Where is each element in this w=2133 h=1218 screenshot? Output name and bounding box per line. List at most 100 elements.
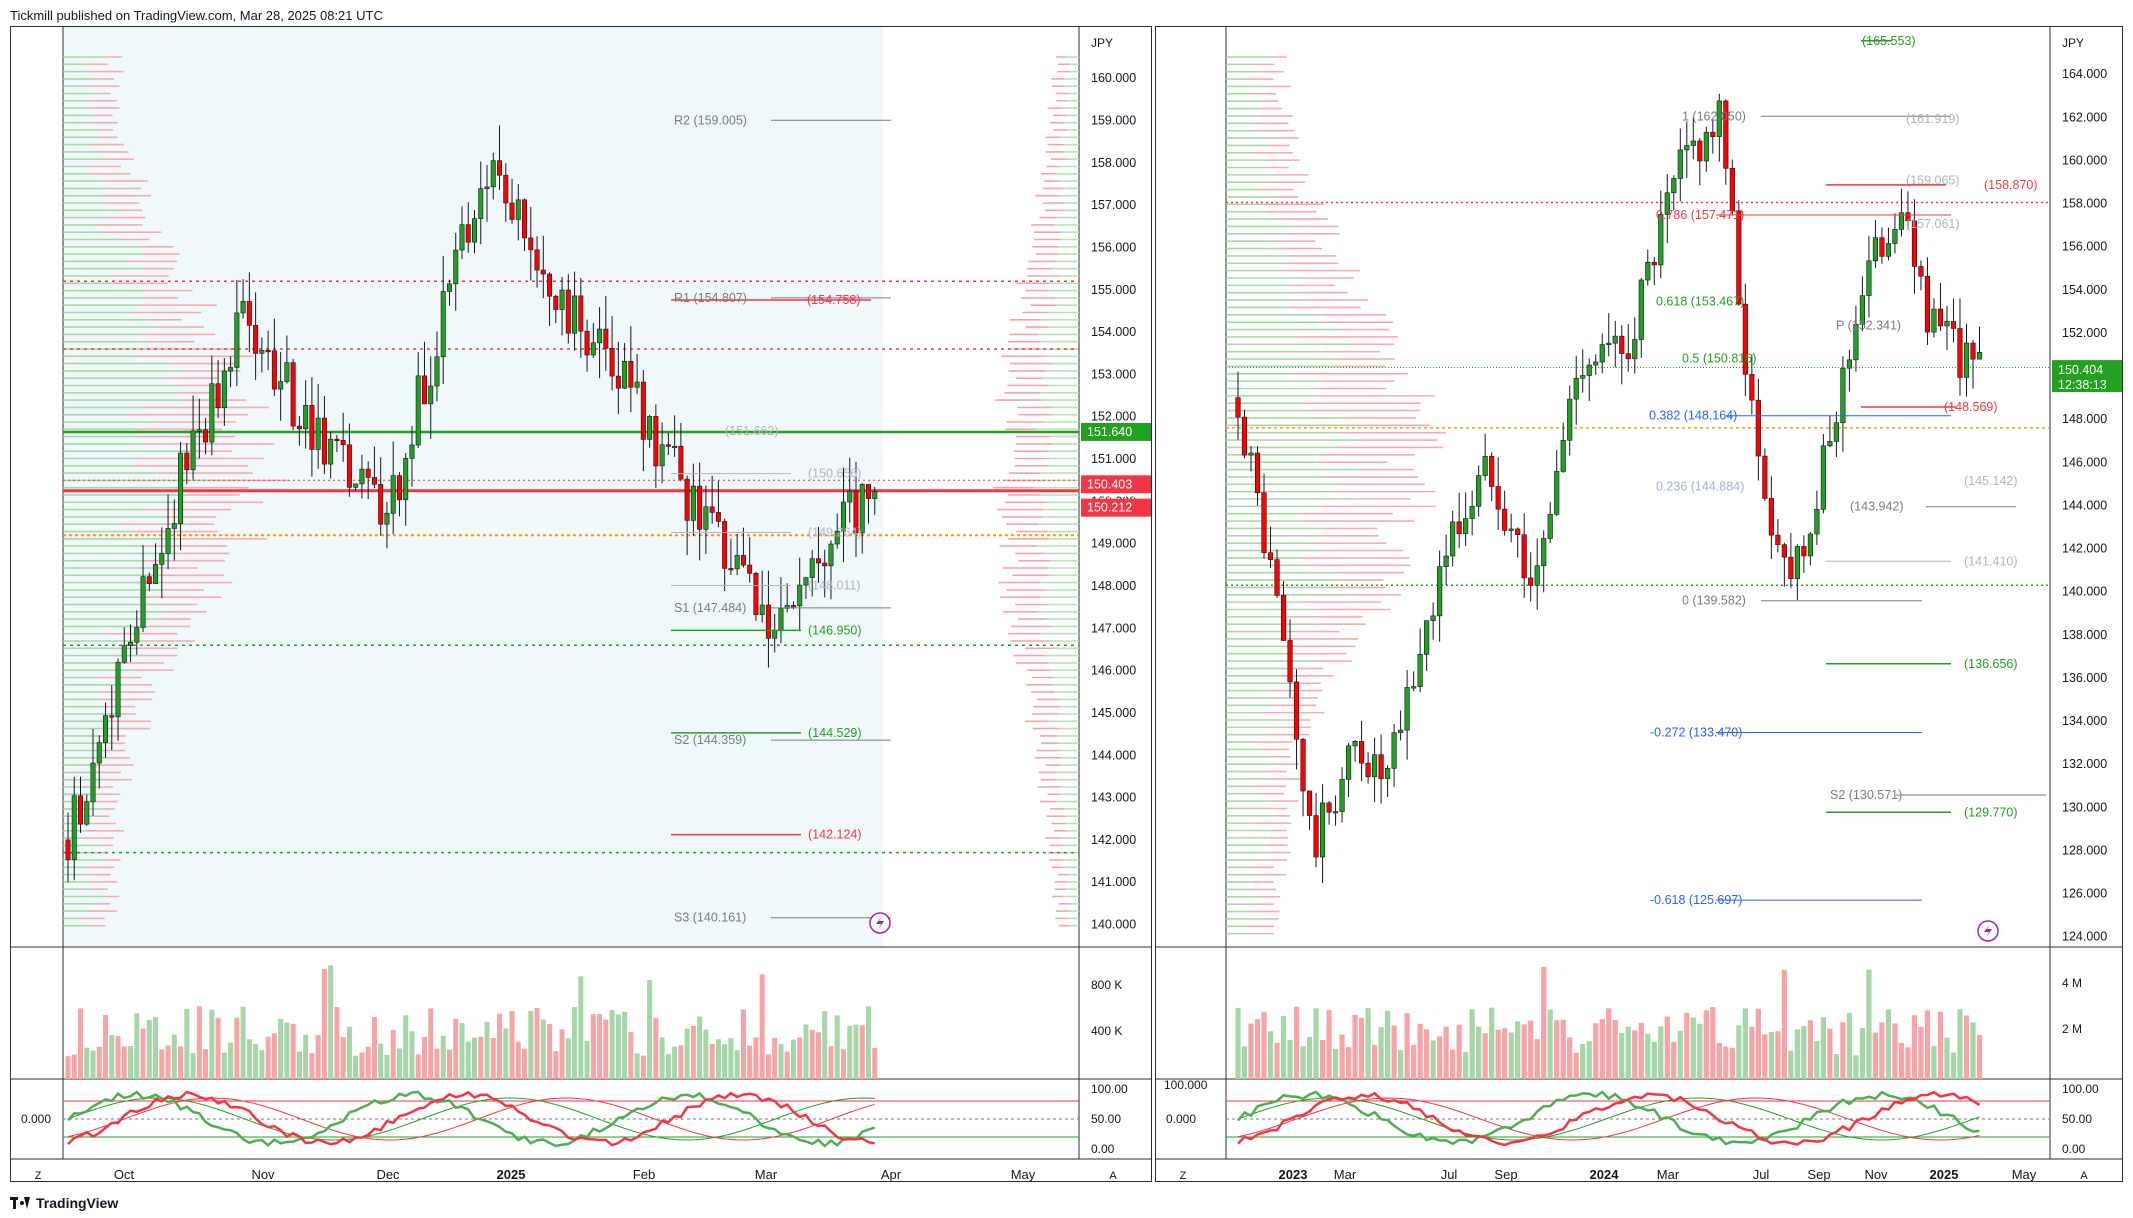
candle-down[interactable] — [184, 452, 190, 471]
left-chart-panel[interactable]: JPY 160.000 159.000 158.000 157.000 156.000 15… — [10, 26, 1152, 1182]
candle-down[interactable] — [866, 484, 871, 499]
candle-down[interactable] — [146, 576, 152, 584]
candle-up[interactable] — [1853, 323, 1859, 361]
candle-up[interactable] — [759, 604, 765, 615]
candle-up[interactable] — [1859, 295, 1865, 325]
candle-down[interactable] — [396, 475, 402, 501]
candle-up[interactable] — [828, 543, 834, 567]
candle-down[interactable] — [747, 564, 753, 574]
candle-down[interactable] — [1697, 140, 1703, 162]
candle-up[interactable] — [1424, 620, 1430, 655]
candle-down[interactable] — [340, 439, 346, 446]
candle-up[interactable] — [803, 577, 809, 586]
candle-up[interactable] — [90, 762, 96, 803]
candle-up[interactable] — [797, 584, 803, 607]
candle-up[interactable] — [472, 218, 477, 243]
candle-up[interactable] — [1606, 342, 1612, 345]
candle-down[interactable] — [271, 350, 277, 390]
candle-down[interactable] — [109, 715, 115, 718]
candle-up[interactable] — [315, 417, 321, 450]
candle-up[interactable] — [128, 641, 134, 646]
candle-up[interactable] — [259, 350, 265, 354]
candle-down[interactable] — [697, 485, 703, 530]
candle-down[interactable] — [603, 328, 609, 349]
candle-down[interactable] — [740, 555, 746, 566]
candle-up[interactable] — [1846, 359, 1852, 369]
candle-up[interactable] — [453, 249, 459, 285]
candle-down[interactable] — [640, 381, 646, 440]
candle-up[interactable] — [515, 199, 521, 220]
candle-up[interactable] — [178, 452, 184, 524]
candle-up[interactable] — [196, 429, 202, 432]
candle-up[interactable] — [1345, 745, 1352, 780]
candle-up[interactable] — [1866, 260, 1872, 296]
candle-down[interactable] — [1723, 100, 1729, 169]
candle-down[interactable] — [1879, 237, 1885, 257]
candle-down[interactable] — [722, 521, 728, 569]
candle-up[interactable] — [1794, 546, 1800, 579]
candle-down[interactable] — [1489, 456, 1495, 487]
candle-down[interactable] — [1287, 640, 1293, 683]
candle-up[interactable] — [228, 367, 234, 372]
candle-up[interactable] — [115, 661, 121, 718]
candle-up[interactable] — [159, 553, 165, 565]
scale-button-z[interactable]: Z — [1180, 1170, 1187, 1182]
candle-up[interactable] — [1898, 212, 1905, 230]
candle-up[interactable] — [209, 383, 215, 443]
candle-down[interactable] — [65, 839, 71, 860]
candle-up[interactable] — [303, 405, 309, 430]
candle-up[interactable] — [1508, 528, 1514, 531]
candle-up[interactable] — [778, 608, 784, 631]
candle-down[interactable] — [1502, 508, 1508, 531]
candle-up[interactable] — [1580, 375, 1586, 379]
candle-down[interactable] — [1768, 498, 1774, 536]
candle-up[interactable] — [190, 430, 196, 471]
candle-up[interactable] — [390, 475, 396, 514]
candle-down[interactable] — [1762, 455, 1768, 499]
candle-down[interactable] — [584, 330, 590, 356]
candle-up[interactable] — [784, 605, 790, 609]
candle-up[interactable] — [134, 627, 140, 643]
candle-up[interactable] — [809, 558, 815, 578]
candle-up[interactable] — [353, 483, 359, 488]
candle-up[interactable] — [84, 801, 90, 825]
candle-down[interactable] — [1235, 397, 1241, 418]
candle-down[interactable] — [815, 558, 821, 564]
candle-up[interactable] — [1716, 100, 1722, 137]
candle-up[interactable] — [415, 375, 421, 446]
scale-button-a[interactable]: A — [1109, 1170, 1117, 1182]
candle-down[interactable] — [1241, 416, 1248, 456]
candle-down[interactable] — [378, 484, 384, 525]
candle-up[interactable] — [1482, 456, 1488, 476]
candle-up[interactable] — [1339, 779, 1345, 812]
candle-up[interactable] — [121, 645, 127, 663]
candle-up[interactable] — [440, 291, 446, 358]
candle-up[interactable] — [622, 361, 628, 389]
candle-up[interactable] — [1469, 506, 1475, 519]
candle-down[interactable] — [522, 199, 528, 239]
candle-down[interactable] — [1625, 353, 1631, 360]
candle-down[interactable] — [1905, 212, 1911, 222]
candle-down[interactable] — [421, 375, 427, 405]
candle-down[interactable] — [1326, 802, 1332, 813]
candle-down[interactable] — [628, 361, 634, 388]
candle-up[interactable] — [690, 485, 696, 521]
candle-down[interactable] — [684, 478, 690, 521]
candle-up[interactable] — [71, 795, 77, 860]
candle-up[interactable] — [1814, 509, 1820, 535]
candle-up[interactable] — [1411, 686, 1417, 689]
candle-up[interactable] — [434, 356, 440, 387]
candle-down[interactable] — [246, 301, 252, 326]
candle-up[interactable] — [1976, 352, 1983, 360]
candle-down[interactable] — [1918, 266, 1924, 277]
candle-down[interactable] — [465, 224, 471, 243]
candle-down[interactable] — [1957, 328, 1963, 378]
candle-down[interactable] — [715, 512, 721, 522]
candle-up[interactable] — [484, 186, 490, 190]
candle-down[interactable] — [1729, 168, 1735, 212]
candle-down[interactable] — [365, 468, 371, 478]
candle-up[interactable] — [872, 491, 878, 499]
candle-up[interactable] — [734, 555, 740, 570]
candle-down[interactable] — [321, 417, 327, 465]
candle-down[interactable] — [296, 425, 302, 430]
